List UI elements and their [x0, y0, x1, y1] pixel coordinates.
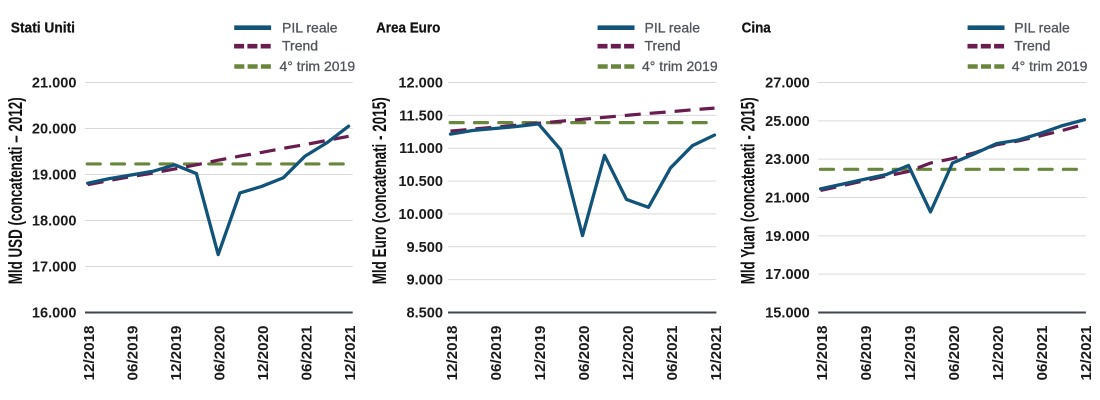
svg-text:Area Euro: Area Euro [376, 20, 440, 37]
svg-text:20.000: 20.000 [32, 122, 77, 138]
svg-text:06/2021: 06/2021 [665, 326, 681, 381]
svg-text:06/2019: 06/2019 [859, 326, 875, 381]
svg-text:17.000: 17.000 [765, 267, 810, 283]
svg-text:12/2021: 12/2021 [343, 326, 359, 381]
svg-text:06/2021: 06/2021 [299, 326, 315, 381]
svg-text:Trend: Trend [645, 38, 681, 54]
svg-text:11.000: 11.000 [399, 141, 443, 157]
svg-text:Mld USD (concatenati – 2012): Mld USD (concatenati – 2012) [6, 97, 27, 284]
svg-text:27.000: 27.000 [765, 76, 810, 92]
svg-text:Mld Yuan (concatenati - 2015): Mld Yuan (concatenati - 2015) [739, 97, 760, 284]
svg-text:9.500: 9.500 [406, 240, 443, 256]
svg-text:Trend: Trend [282, 38, 318, 54]
svg-text:12/2021: 12/2021 [1079, 326, 1095, 381]
svg-text:21.000: 21.000 [32, 76, 77, 92]
svg-text:23.000: 23.000 [765, 152, 810, 168]
svg-text:12/2018: 12/2018 [815, 326, 831, 381]
svg-text:15.000: 15.000 [765, 306, 810, 322]
svg-text:12/2020: 12/2020 [621, 326, 637, 381]
svg-text:PIL reale: PIL reale [282, 19, 338, 35]
svg-text:Trend: Trend [1014, 38, 1050, 54]
svg-text:12/2019: 12/2019 [903, 326, 919, 381]
svg-text:9.000: 9.000 [406, 273, 443, 289]
svg-text:06/2020: 06/2020 [213, 326, 229, 381]
svg-text:PIL reale: PIL reale [645, 19, 701, 35]
svg-text:18.000: 18.000 [32, 214, 77, 230]
svg-text:06/2019: 06/2019 [489, 326, 505, 381]
svg-text:12/2019: 12/2019 [169, 326, 185, 381]
svg-text:Mld Euro (concatenati - 2015): Mld Euro (concatenati - 2015) [370, 97, 391, 284]
svg-text:4° trim 2019: 4° trim 2019 [1012, 58, 1088, 74]
svg-text:06/2020: 06/2020 [947, 326, 963, 381]
svg-text:19.000: 19.000 [765, 229, 810, 245]
svg-text:12/2021: 12/2021 [709, 326, 725, 381]
svg-text:21.000: 21.000 [765, 191, 810, 207]
svg-text:06/2020: 06/2020 [577, 326, 593, 381]
svg-text:25.000: 25.000 [765, 114, 810, 130]
svg-text:06/2019: 06/2019 [126, 326, 142, 381]
svg-text:12/2018: 12/2018 [445, 326, 461, 381]
svg-text:12.000: 12.000 [398, 76, 443, 92]
svg-text:PIL reale: PIL reale [1014, 19, 1070, 35]
svg-text:12/2020: 12/2020 [256, 326, 272, 381]
svg-text:10.500: 10.500 [398, 174, 443, 190]
svg-text:8.500: 8.500 [406, 306, 443, 322]
svg-text:Cina: Cina [742, 20, 772, 37]
svg-text:4° trim 2019: 4° trim 2019 [280, 58, 356, 74]
svg-text:4° trim 2019: 4° trim 2019 [642, 58, 718, 74]
svg-text:10.000: 10.000 [398, 207, 443, 223]
svg-text:Stati Uniti: Stati Uniti [11, 20, 75, 37]
svg-text:12/2018: 12/2018 [82, 326, 98, 381]
svg-text:06/2021: 06/2021 [1035, 326, 1051, 381]
svg-text:12/2019: 12/2019 [533, 326, 549, 381]
svg-text:19.000: 19.000 [32, 168, 77, 184]
svg-text:16.000: 16.000 [32, 306, 77, 322]
svg-text:11.500: 11.500 [399, 108, 443, 124]
svg-text:17.000: 17.000 [32, 260, 77, 276]
svg-text:12/2020: 12/2020 [991, 326, 1007, 381]
